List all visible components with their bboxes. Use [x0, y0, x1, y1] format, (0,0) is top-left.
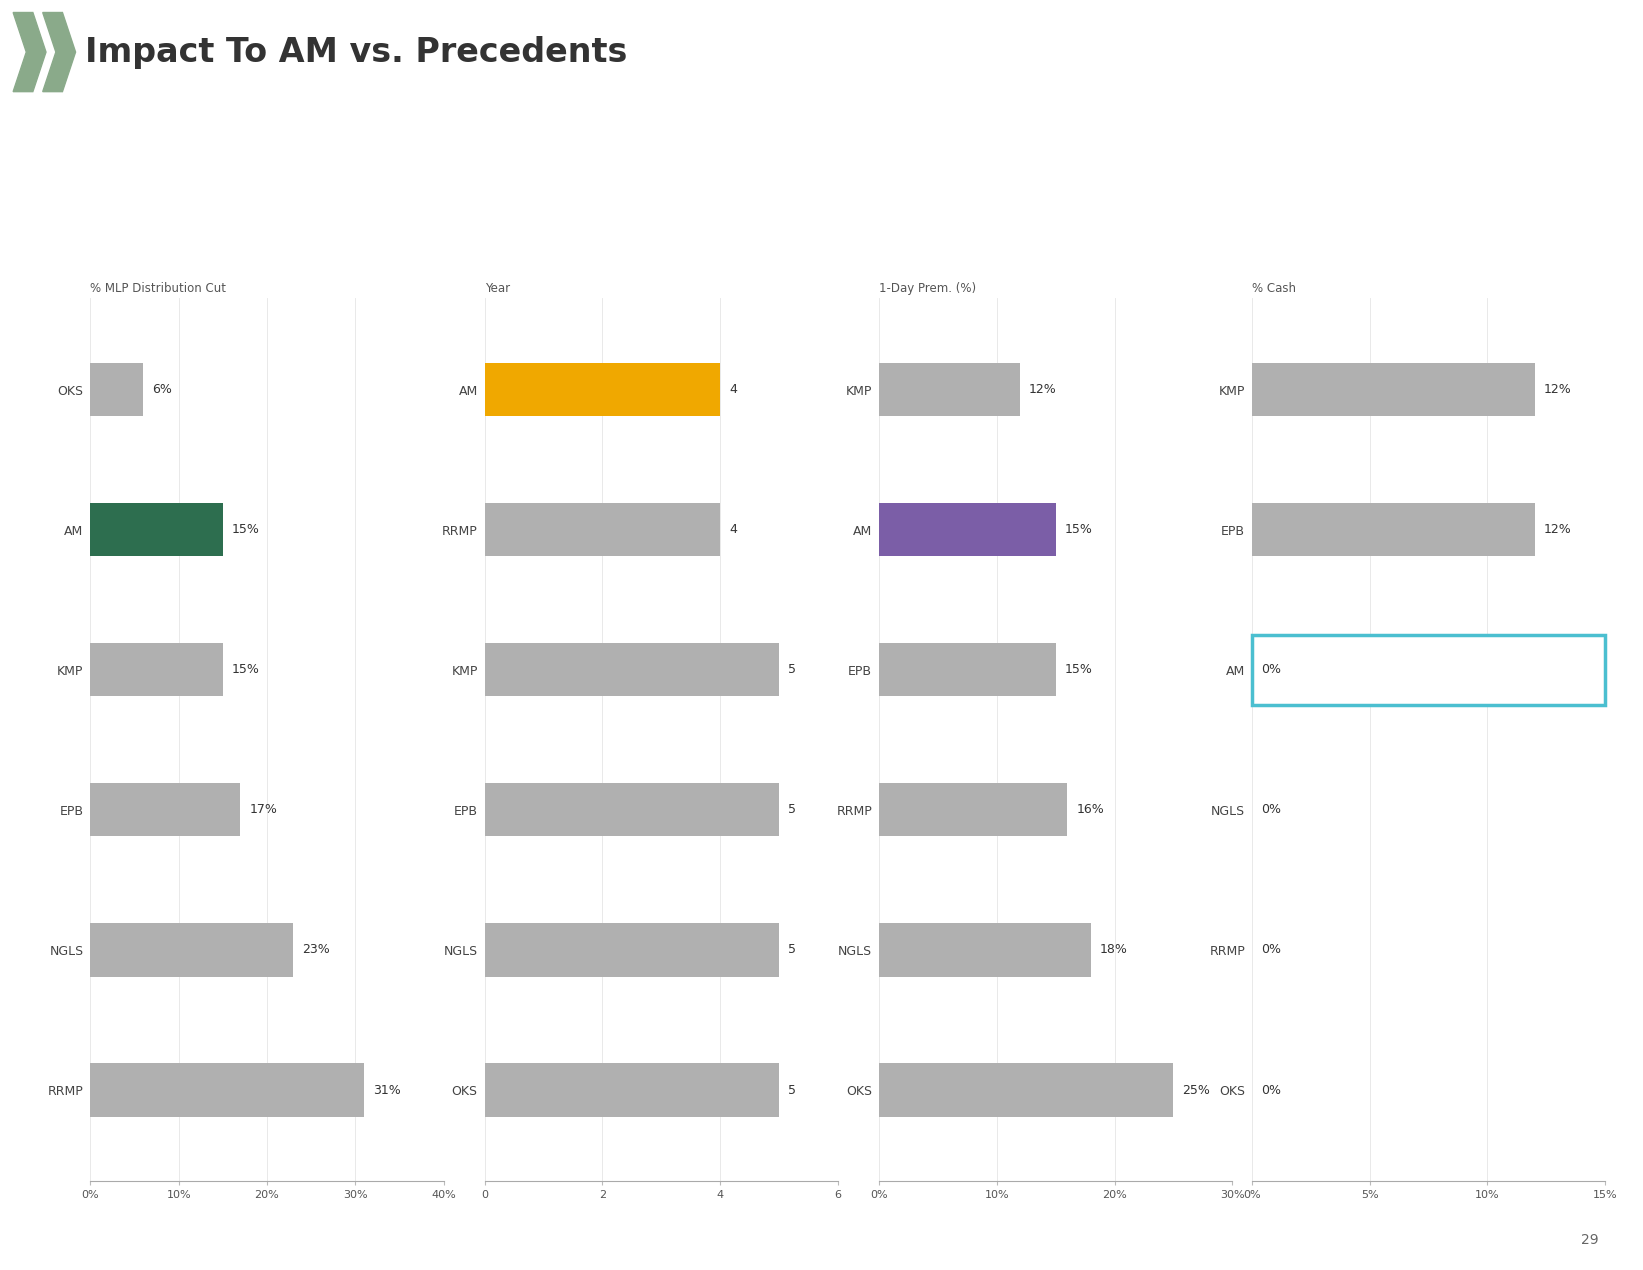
Bar [1252, 635, 1605, 705]
Text: 29: 29 [1581, 1233, 1599, 1247]
Text: 1-Day Prem. (%): 1-Day Prem. (%) [879, 282, 976, 295]
Bar [1252, 503, 1535, 556]
Bar [90, 784, 240, 837]
Text: 23%: 23% [302, 944, 330, 956]
Text: Cash Considerations: Cash Considerations [1332, 249, 1525, 267]
Bar [879, 643, 1056, 696]
Text: 6%: 6% [153, 384, 173, 396]
Text: 12%: 12% [1543, 384, 1571, 396]
Text: 0%: 0% [1260, 804, 1282, 817]
Text: 5: 5 [789, 944, 795, 956]
Text: 15%: 15% [232, 663, 260, 676]
Text: 0%: 0% [1260, 1083, 1282, 1096]
Text: 31%: 31% [373, 1083, 401, 1096]
Bar [879, 503, 1056, 556]
Bar [879, 923, 1091, 977]
Text: % MLP Distribution Cut: % MLP Distribution Cut [90, 282, 227, 295]
Bar [90, 923, 294, 977]
Text: 17%: 17% [250, 804, 278, 817]
Bar [879, 1063, 1173, 1116]
Bar [485, 503, 720, 556]
Text: 4: 4 [729, 384, 738, 396]
Bar [879, 363, 1020, 417]
Bar [485, 784, 779, 837]
Text: 0%: 0% [1260, 663, 1282, 676]
Text: 15%: 15% [232, 523, 260, 536]
Bar [90, 1063, 365, 1116]
Text: 5: 5 [789, 1083, 795, 1096]
Text: Breakeven Year: Breakeven Year [588, 249, 734, 267]
Text: 5: 5 [789, 663, 795, 676]
Text: Year: Year [485, 282, 509, 295]
Text: Impact To AM vs. Precedents: Impact To AM vs. Precedents [85, 36, 628, 69]
Text: Up-Front Premium: Up-Front Premium [969, 249, 1142, 267]
Text: 15%: 15% [1065, 523, 1093, 536]
Text: 0%: 0% [1260, 944, 1282, 956]
Bar [1252, 363, 1535, 417]
Text: MLP Distribution Cut: MLP Distribution Cut [169, 249, 365, 267]
Bar [90, 503, 223, 556]
Text: % Cash: % Cash [1252, 282, 1296, 295]
Bar [90, 643, 223, 696]
Bar [90, 363, 143, 417]
Text: 5: 5 [789, 804, 795, 817]
Text: 12%: 12% [1543, 523, 1571, 536]
Text: 12%: 12% [1029, 384, 1056, 396]
Bar [485, 1063, 779, 1116]
Bar [879, 784, 1068, 837]
Text: 18%: 18% [1099, 944, 1127, 956]
Polygon shape [13, 13, 46, 91]
Bar [485, 643, 779, 696]
Polygon shape [43, 13, 76, 91]
Text: 16%: 16% [1076, 804, 1104, 817]
Bar [485, 363, 720, 417]
Text: 4: 4 [729, 523, 738, 536]
Bar [485, 923, 779, 977]
Text: 15%: 15% [1065, 663, 1093, 676]
Text: 25%: 25% [1183, 1083, 1211, 1096]
